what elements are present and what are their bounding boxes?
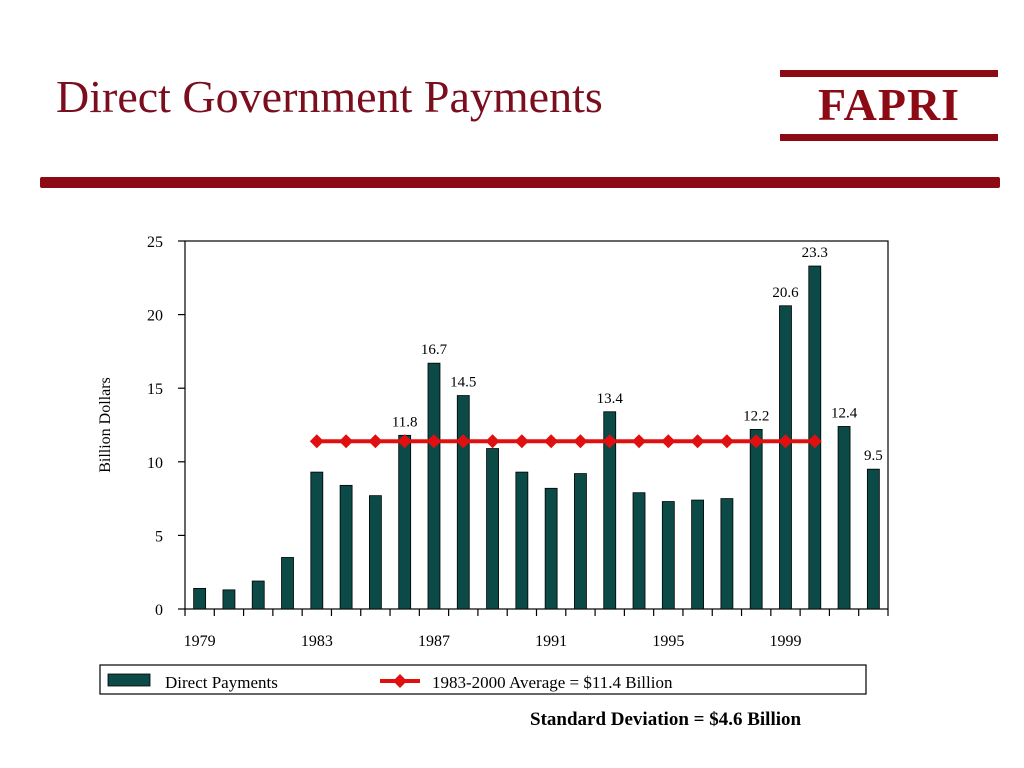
bar-data-label: 11.8 [392,414,418,430]
logo-text: FAPRI [817,79,961,130]
bar-direct-payments [720,498,734,610]
x-tick-label: 1983 [301,633,333,650]
slide-title: Direct Government Payments [56,71,603,122]
y-tick-label: 20 [147,308,163,325]
bar-data-label: 20.6 [772,285,799,301]
bar-direct-payments [603,411,617,610]
bar-direct-payments [749,429,763,610]
average-marker [514,434,529,449]
y-tick-label: 10 [147,455,163,472]
bar-direct-payments [251,580,265,610]
y-tick-label: 5 [155,528,163,545]
average-marker [778,434,793,449]
average-marker [719,434,734,449]
average-marker [632,434,647,449]
average-marker [749,434,764,449]
y-tick-label: 15 [147,381,163,398]
average-marker [426,434,441,449]
average-marker [544,434,559,449]
average-marker [807,434,822,449]
bar-direct-payments [779,305,792,610]
x-tick-label: 1987 [418,633,450,650]
bar-data-label: 13.4 [597,391,624,407]
legend-label-average: 1983-2000 Average = $11.4 Billion [432,673,673,692]
legend-swatch-direct-payments [107,673,151,687]
fapri-logo: FAPRI [780,70,998,142]
bar-direct-payments [339,484,353,610]
average-marker [573,434,588,449]
y-tick-label: 25 [147,234,163,251]
bar-data-label: 16.7 [421,342,448,358]
bar-direct-payments [193,587,207,610]
logo-bottom-bar [780,134,998,141]
bar-direct-payments [515,471,529,610]
logo-top-bar [780,70,998,77]
bar-data-label: 14.5 [450,375,476,391]
bar-direct-payments [486,448,499,610]
x-tick-label: 1991 [535,633,567,650]
average-marker [368,434,383,449]
bar-direct-payments [661,501,675,610]
average-marker [397,434,412,449]
bar-direct-payments [837,426,851,610]
title-divider [40,177,1000,188]
average-marker [661,434,676,449]
x-tick-label: 1979 [184,633,216,650]
legend-box [99,664,867,695]
bar-direct-payments [281,557,294,610]
bar-direct-payments [456,395,470,610]
bar-direct-payments [222,589,236,610]
bar-direct-payments [632,492,646,610]
bar-direct-payments [691,499,705,610]
legend-label-direct-payments: Direct Payments [165,673,278,692]
y-tick-label: 0 [155,602,163,619]
average-marker [339,434,354,449]
x-tick-label: 1995 [652,633,684,650]
y-axis-label: Billion Dollars [97,377,114,473]
average-marker [690,434,705,449]
bar-direct-payments [544,487,558,610]
bar-direct-payments [310,471,324,610]
average-marker [602,434,617,449]
bar-data-label: 12.4 [831,405,858,421]
average-marker [309,434,324,449]
bar-direct-payments [368,495,382,610]
x-tick-label: 1999 [769,633,801,650]
average-marker [456,434,471,449]
legend-swatch-average-marker [393,674,407,688]
bar-data-label: 9.5 [864,448,883,464]
average-marker [485,434,500,449]
bar-direct-payments [574,473,587,610]
bar-data-label: 23.3 [802,245,828,261]
bar-data-label: 12.2 [743,408,769,424]
standard-deviation-note: Standard Deviation = $4.6 Billion [530,709,802,730]
bar-direct-payments [398,434,412,610]
bar-direct-payments [866,468,880,610]
bar-direct-payments [427,362,441,610]
